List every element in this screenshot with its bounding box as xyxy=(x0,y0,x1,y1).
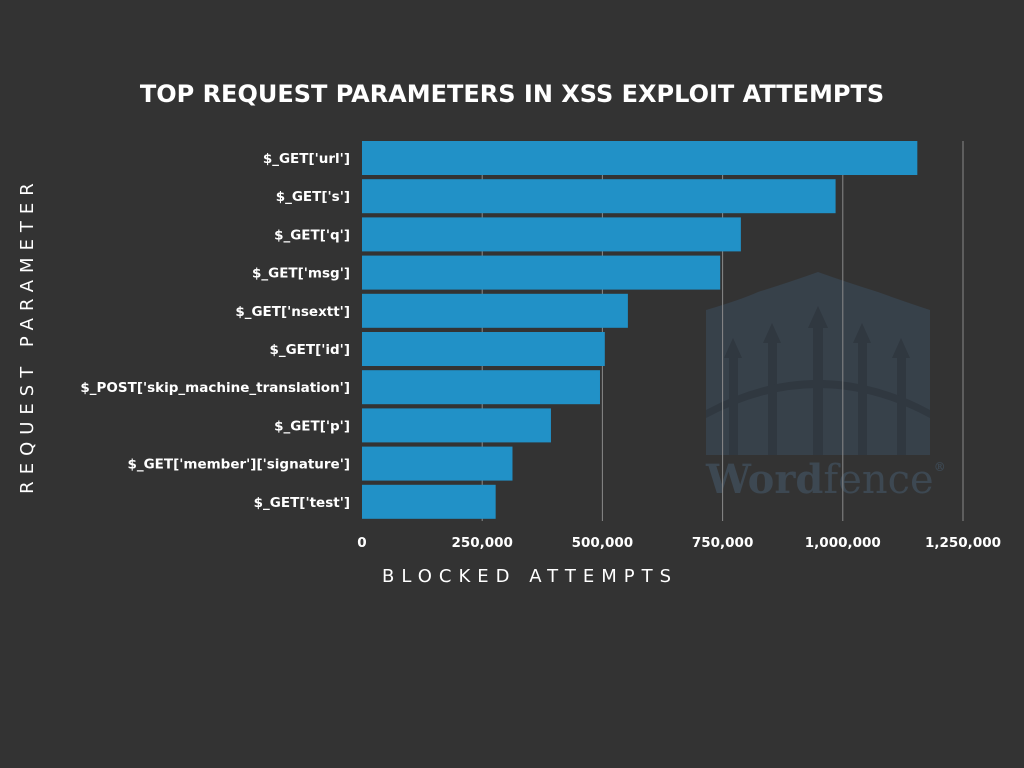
category-label: $_GET['test'] xyxy=(254,495,350,511)
y-axis-title: REQUEST PARAMETER xyxy=(17,176,38,494)
x-tick-label: 250,000 xyxy=(451,535,513,551)
category-label: $_GET['id'] xyxy=(269,342,350,358)
chart-title: TOP REQUEST PARAMETERS IN XSS EXPLOIT AT… xyxy=(140,80,884,108)
category-label: $_GET['s'] xyxy=(276,189,350,205)
category-label: $_GET['p'] xyxy=(274,418,350,434)
category-label: $_GET['msg'] xyxy=(252,266,350,282)
x-tick-label: 750,000 xyxy=(692,535,754,551)
bar xyxy=(362,255,721,290)
category-label: $_GET['url'] xyxy=(263,151,350,167)
bar xyxy=(362,370,600,405)
x-tick-label: 0 xyxy=(357,535,366,551)
bars xyxy=(362,141,918,519)
x-axis-title: BLOCKED ATTEMPTS xyxy=(382,566,678,587)
x-tick-label: 1,000,000 xyxy=(805,535,881,551)
category-label: $_GET['member']['signature'] xyxy=(127,457,350,473)
bar xyxy=(362,141,918,175)
category-label: $_GET['nsextt'] xyxy=(235,304,350,320)
bar xyxy=(362,408,551,443)
category-label: $_POST['skip_machine_translation'] xyxy=(80,380,350,396)
category-labels: $_GET['url'] $_GET['s'] $_GET['q'] $_GET['m… xyxy=(80,151,350,511)
bar xyxy=(362,217,741,252)
wordfence-logo-watermark: Wordfence® xyxy=(705,272,946,503)
x-tick-label: 500,000 xyxy=(572,535,634,551)
x-tick-labels: 0 250,000 500,000 750,000 1,000,000 1,250,000 xyxy=(357,535,1001,551)
bar xyxy=(362,446,513,481)
bar xyxy=(362,484,496,519)
bar xyxy=(362,332,605,366)
x-tick-label: 1,250,000 xyxy=(925,535,1001,551)
category-label: $_GET['q'] xyxy=(274,227,350,243)
bar xyxy=(362,293,628,328)
bar xyxy=(362,179,836,214)
watermark-text: Wordfence® xyxy=(705,456,946,503)
